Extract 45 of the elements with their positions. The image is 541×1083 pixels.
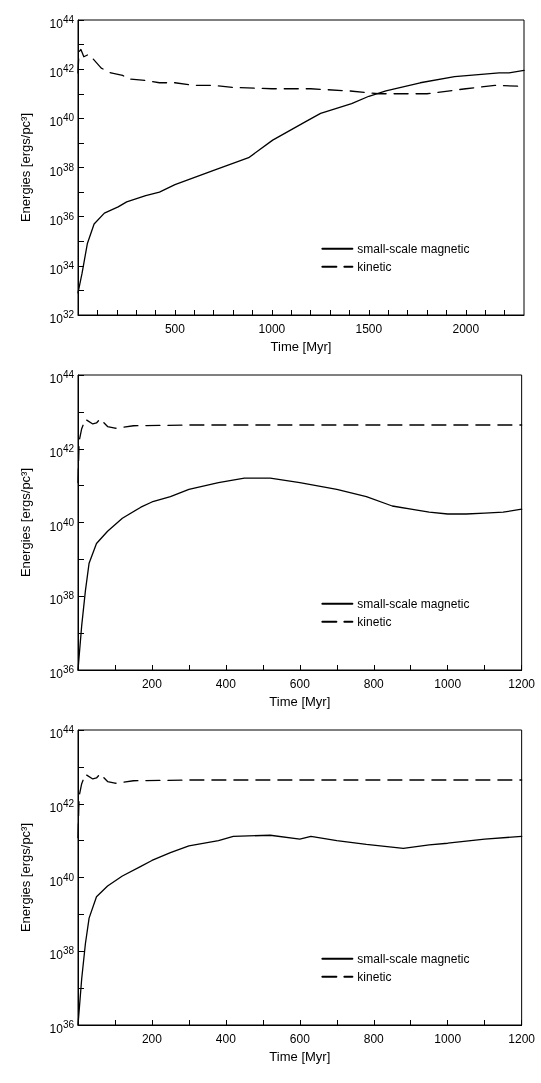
y-tick-label: 10$^{36}$ — [49, 209, 74, 229]
x-tick-label: 400 — [215, 1032, 237, 1046]
x-tick-label: 200 — [141, 1032, 163, 1046]
y-tick-label: 10$^{38}$ — [49, 160, 74, 180]
x-tick-label: 1200 — [508, 1032, 536, 1046]
x-tick-label: 800 — [363, 1032, 385, 1046]
x-tick-label: 600 — [289, 677, 311, 691]
x-tick-label: 600 — [289, 1032, 311, 1046]
y-tick-label: 10$^{36}$ — [49, 1018, 74, 1037]
x-tick-label: 400 — [215, 677, 237, 691]
x-tick-label: 1500 — [355, 322, 383, 336]
legend-label: kinetic — [357, 969, 392, 984]
y-tick-label: 10$^{44}$ — [49, 13, 74, 32]
y-tick-label: 10$^{44}$ — [49, 368, 74, 387]
x-tick-label: 2000 — [452, 322, 480, 336]
y-tick-label: 10$^{32}$ — [49, 308, 74, 327]
x-tick-label: 200 — [141, 677, 163, 691]
y-tick-label: 10$^{42}$ — [49, 62, 74, 82]
x-tick-label: 500 — [164, 322, 186, 336]
x-tick-label: 1000 — [434, 1032, 462, 1046]
x-axis-title: Time [Myr] — [270, 338, 332, 354]
y-tick-label: 10$^{40}$ — [49, 515, 74, 535]
x-tick-label: 1200 — [508, 677, 536, 691]
y-tick-label: 10$^{42}$ — [49, 441, 74, 461]
x-axis-title: Time [Myr] — [269, 693, 331, 709]
x-tick-label: 800 — [363, 677, 385, 691]
y-tick-label: 10$^{42}$ — [49, 796, 74, 816]
legend-label: small-scale magnetic — [357, 951, 470, 966]
y-tick-label: 10$^{38}$ — [49, 589, 74, 609]
y-axis-title: Energies [ergs/pc³] — [18, 822, 33, 933]
x-axis-title: Time [Myr] — [269, 1048, 331, 1064]
legend-label: small-scale magnetic — [357, 596, 470, 611]
y-axis-title: Energies [ergs/pc³] — [18, 467, 33, 578]
legend-label: kinetic — [357, 259, 392, 274]
x-tick-label: 1000 — [434, 677, 462, 691]
y-tick-label: 10$^{44}$ — [49, 723, 74, 742]
y-tick-label: 10$^{40}$ — [49, 111, 74, 131]
y-tick-label: 10$^{36}$ — [49, 663, 74, 682]
y-tick-label: 10$^{34}$ — [49, 258, 74, 278]
legend-label: kinetic — [357, 614, 392, 629]
x-tick-label: 1000 — [258, 322, 286, 336]
y-tick-label: 10$^{40}$ — [49, 870, 74, 890]
y-tick-label: 10$^{38}$ — [49, 944, 74, 964]
legend-label: small-scale magnetic — [357, 241, 470, 256]
y-axis-title: Energies [ergs/pc³] — [18, 112, 33, 223]
